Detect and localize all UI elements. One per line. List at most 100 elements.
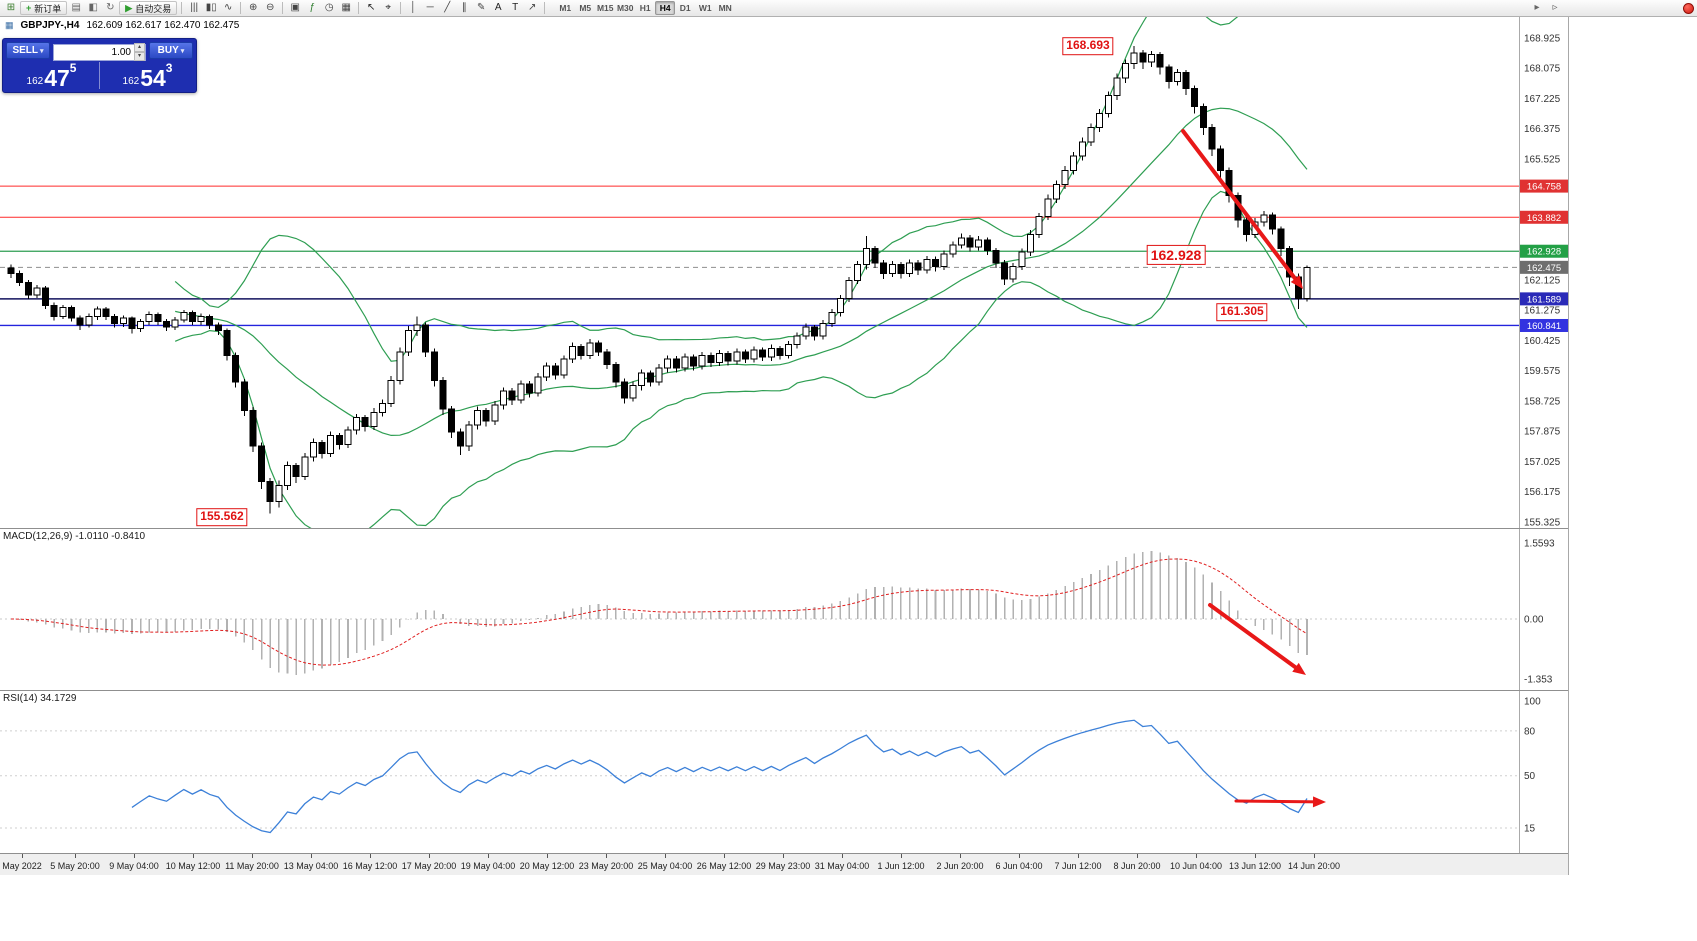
bar-chart-icon[interactable]: |||	[190, 2, 199, 13]
svg-text:15: 15	[1524, 823, 1536, 834]
trend-arrow[interactable]	[1181, 129, 1303, 289]
timeframe-w1[interactable]: W1	[698, 3, 712, 13]
time-axis[interactable]: May 2022 5 May 20:00 9 May 04:00 10 May 12:…	[0, 853, 1568, 875]
rsi-label: RSI(14) 34.1729	[3, 693, 77, 704]
time-axis-tick	[724, 854, 725, 858]
buy-button[interactable]: BUY ▾	[149, 42, 193, 59]
new-order-icon: +	[26, 2, 32, 13]
timeframe-m1[interactable]: M1	[559, 3, 572, 13]
new-order-button[interactable]: + 新订单	[20, 1, 68, 15]
macd-arrow[interactable]	[1208, 603, 1306, 675]
timeframe-m15[interactable]: M15	[596, 3, 614, 13]
horizontal-price-lines[interactable]	[0, 185, 1519, 327]
new-order-button-label: 新订单	[34, 3, 62, 14]
buy-options-caret-icon[interactable]: ▾	[180, 47, 185, 55]
time-axis-tick	[1314, 854, 1315, 858]
price-callout[interactable]: 162.928	[1146, 244, 1206, 266]
channel-icon[interactable]: ∥	[461, 2, 467, 13]
text-icon[interactable]: A	[494, 2, 502, 13]
chart-title: ▦ GBPJPY-,H4 162.609 162.617 162.470 162…	[5, 20, 239, 31]
line-chart-icon[interactable]: ∿	[224, 2, 233, 13]
macd-indicator-panel[interactable]: 1.5593 0.00 -1.353 MACD(12,26,9) -1.0110 -…	[0, 529, 1568, 690]
candlestick-chart[interactable]: 168.925168.075167.225166.375165.525164.6…	[0, 17, 1568, 528]
indicators-icon[interactable]: ƒ	[309, 2, 315, 13]
cursor-icon[interactable]: ↖	[367, 2, 376, 13]
macd-signal-line	[10, 558, 1308, 666]
horizontal-line-icon[interactable]: ─	[426, 2, 434, 13]
price-callout[interactable]: 155.562	[196, 508, 248, 526]
svg-text:100: 100	[1524, 697, 1541, 708]
svg-text:167.225: 167.225	[1524, 94, 1561, 105]
new-chart-icon[interactable]: ⊞	[6, 2, 16, 13]
data-window-icon[interactable]: ◧	[88, 2, 98, 13]
auto-scroll-icon[interactable]: ▹	[1552, 2, 1558, 13]
rsi-indicator-panel[interactable]: 100 80 50 15 RSI(14) 34.1729	[0, 691, 1568, 853]
timeframe-h4[interactable]: H4	[655, 1, 676, 15]
time-axis-label: 10 May 12:00	[165, 861, 221, 871]
time-axis-label: 10 Jun 04:00	[1169, 861, 1223, 871]
panel-splitter[interactable]	[0, 528, 1568, 529]
toolbar-separator	[358, 2, 360, 14]
svg-text:162.125: 162.125	[1524, 275, 1561, 286]
auto-trading-button-label: 自动交易	[135, 3, 172, 14]
time-axis-tick	[783, 854, 784, 858]
time-axis-label: 31 May 04:00	[814, 861, 870, 871]
time-axis-label: 16 May 12:00	[342, 861, 398, 871]
timeframe-h1[interactable]: H1	[639, 3, 651, 13]
periods-icon[interactable]: ◷	[324, 2, 334, 13]
time-axis-tick	[842, 854, 843, 858]
candlestick-chart-icon[interactable]: ▮▯	[205, 2, 217, 13]
time-axis-label: 19 May 04:00	[460, 861, 516, 871]
zoom-out-icon[interactable]: ⊖	[266, 2, 275, 13]
svg-text:160.841: 160.841	[1527, 321, 1561, 332]
rsi-chart[interactable]: 100 80 50 15	[0, 691, 1568, 853]
notification-icon[interactable]	[1683, 2, 1694, 14]
panel-splitter[interactable]	[0, 690, 1568, 691]
timeframe-m5[interactable]: M5	[579, 3, 592, 13]
auto-trading-button[interactable]: ▶ 自动交易	[119, 1, 178, 15]
time-axis-tick	[1196, 854, 1197, 858]
chart-shift-icon[interactable]: ▸	[1534, 2, 1540, 13]
time-axis-tick	[134, 854, 135, 858]
time-axis-tick	[429, 854, 430, 858]
volume-input[interactable]	[53, 44, 146, 61]
svg-text:161.275: 161.275	[1524, 306, 1561, 317]
trendline-icon[interactable]: ╱	[444, 2, 451, 13]
time-axis-label: 17 May 20:00	[401, 861, 457, 871]
price-callout[interactable]: 168.693	[1062, 37, 1114, 55]
toolbar-separator	[544, 2, 546, 14]
timeframe-m30[interactable]: M30	[616, 3, 634, 13]
toolbar: ⊞ + 新订单 ▤ ◧ ↻ ▶ 自动交易 ||| ▮▯ ∿ ⊕ ⊖ ▣ ƒ ◷ ▦ ↖ ⌖ │ ─ ╱ ∥ ✎ A T ↗ M1 M5 M…	[0, 0, 1697, 17]
svg-text:168.075: 168.075	[1524, 64, 1561, 75]
time-axis-tick	[665, 854, 666, 858]
time-axis-tick	[1137, 854, 1138, 858]
rsi-arrow[interactable]	[1234, 796, 1326, 808]
sell-options-caret-icon[interactable]: ▾	[40, 47, 44, 55]
time-axis-label: 13 May 04:00	[283, 861, 339, 871]
text-label-icon[interactable]: T	[512, 2, 519, 13]
market-watch-icon[interactable]: ▤	[71, 2, 81, 13]
timeframe-d1[interactable]: D1	[679, 3, 691, 13]
price-callout[interactable]: 161.305	[1216, 303, 1268, 321]
rsi-line	[131, 719, 1308, 834]
volume-step-up[interactable]: ▴	[134, 43, 145, 52]
svg-text:160.425: 160.425	[1524, 336, 1561, 347]
arrows-tool-icon[interactable]: ↗	[528, 2, 537, 13]
vertical-line-icon[interactable]: │	[410, 2, 417, 13]
tile-windows-icon[interactable]: ▣	[290, 2, 300, 13]
macd-chart[interactable]: 1.5593 0.00 -1.353	[0, 529, 1568, 690]
sell-button[interactable]: SELL ▾	[6, 42, 50, 59]
pencil-icon[interactable]: ✎	[477, 2, 486, 13]
zoom-in-icon[interactable]: ⊕	[249, 2, 258, 13]
sell-price[interactable]: 162 47 5	[26, 61, 77, 91]
time-axis-label: 20 May 12:00	[519, 861, 575, 871]
crosshair-icon[interactable]: ⌖	[385, 2, 392, 13]
buy-price[interactable]: 162 54 3	[122, 61, 173, 91]
templates-icon[interactable]: ▦	[341, 2, 351, 13]
toolbar-right-group: ▸ ▹	[1529, 1, 1694, 15]
volume-step-down[interactable]: ▾	[134, 52, 145, 61]
timeframe-mn[interactable]: MN	[718, 3, 732, 13]
refresh-icon[interactable]: ↻	[106, 2, 115, 13]
price-chart-panel[interactable]: 168.925168.075167.225166.375165.525164.6…	[0, 17, 1568, 528]
time-axis-label: 13 Jun 12:00	[1228, 861, 1282, 871]
